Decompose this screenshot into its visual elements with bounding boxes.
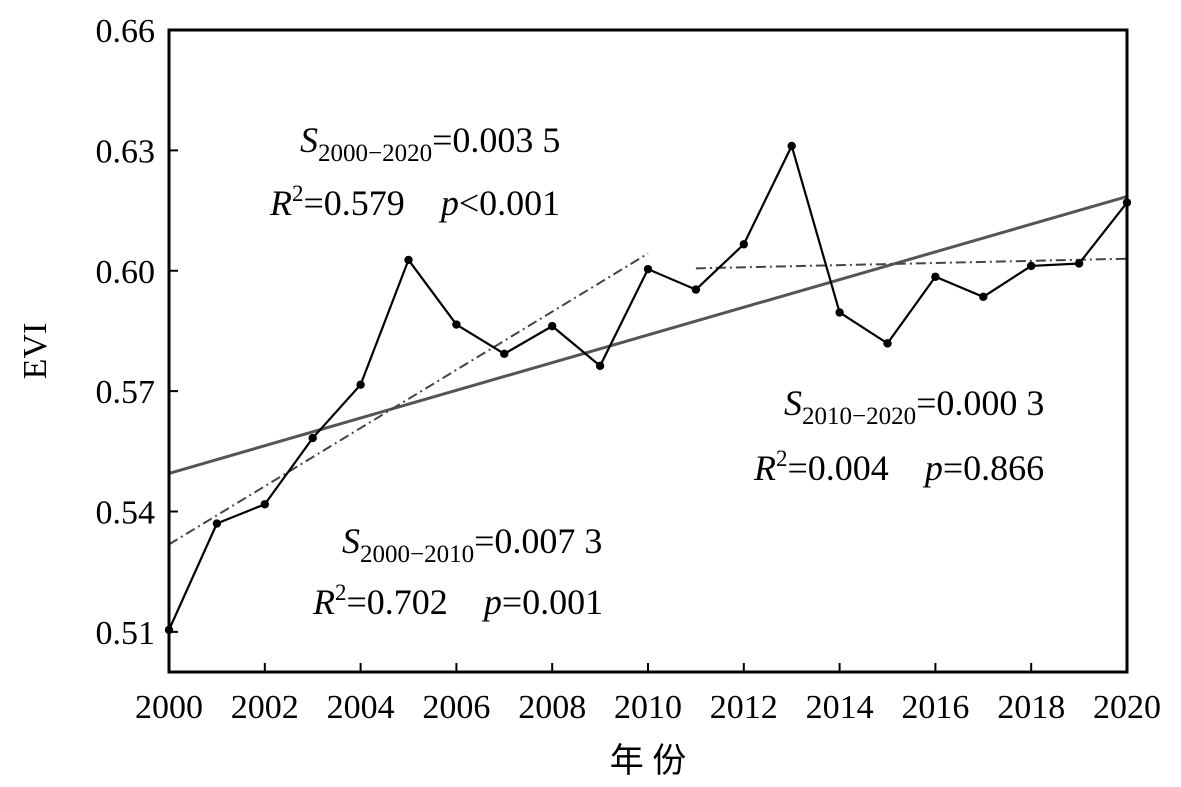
x-tick-label-2016: 2016 bbox=[901, 689, 969, 726]
annotation-slope-2: S2010−2020=0.000 3 bbox=[784, 383, 1044, 430]
y-axis-title: EVI bbox=[17, 323, 54, 380]
x-tick-label-2010: 2010 bbox=[614, 689, 682, 726]
data-point-2019 bbox=[1074, 259, 1084, 268]
data-series bbox=[164, 141, 1132, 635]
data-point-2011 bbox=[691, 285, 701, 294]
y-tick-label-0.66: 0.66 bbox=[96, 13, 156, 50]
annotation-slope-3: S2000−2010=0.007 3 bbox=[342, 521, 602, 568]
annotation-stats-2: R2=0.004 p=0.866 bbox=[753, 446, 1044, 488]
x-tick-label-2014: 2014 bbox=[806, 689, 874, 726]
trend-line-3 bbox=[695, 257, 1128, 270]
data-point-2002 bbox=[260, 500, 269, 509]
x-tick-label-2002: 2002 bbox=[231, 689, 299, 726]
trend-line-1 bbox=[168, 195, 1128, 475]
data-point-2010 bbox=[643, 264, 653, 274]
data-point-2018 bbox=[1027, 261, 1036, 271]
x-tick-label-2004: 2004 bbox=[327, 689, 395, 726]
y-axis-ticks: 0.51 0.54 0.57 0.60 0.63 0.66 bbox=[96, 13, 178, 652]
x-tick-label-2008: 2008 bbox=[518, 689, 586, 726]
annotations: S2000−2020=0.003 5 R2=0.579 p<0.001 S2010−2… bbox=[269, 120, 1044, 622]
data-point-2013 bbox=[787, 141, 796, 151]
y-tick-label-0.54: 0.54 bbox=[96, 495, 156, 532]
x-tick-label-2012: 2012 bbox=[710, 689, 778, 726]
data-point-2007 bbox=[500, 349, 509, 359]
x-tick-label-2020: 2020 bbox=[1093, 689, 1161, 726]
x-axis-ticks: 2000 2002 2004 2006 2008 2010 2012 2014 2016 2018… bbox=[135, 663, 1161, 726]
y-tick-label-0.57: 0.57 bbox=[96, 374, 156, 411]
data-point-2015 bbox=[883, 339, 892, 348]
x-tick-label-2006: 2006 bbox=[422, 689, 490, 726]
data-point-2005 bbox=[404, 255, 413, 265]
annotation-stats-1: R2=0.579 p<0.001 bbox=[269, 181, 560, 223]
x-axis-title: 年 份 bbox=[610, 742, 687, 780]
data-point-2008 bbox=[548, 321, 557, 331]
data-point-2012 bbox=[739, 240, 748, 249]
data-point-2004 bbox=[356, 380, 365, 389]
trend-line-2 bbox=[168, 252, 649, 546]
data-point-2017 bbox=[979, 292, 988, 302]
data-point-2009 bbox=[595, 361, 605, 371]
annotation-stats-3: R2=0.702 p=0.001 bbox=[312, 580, 603, 622]
data-point-2014 bbox=[835, 308, 844, 317]
y-tick-label-0.51: 0.51 bbox=[96, 615, 156, 652]
data-point-2001 bbox=[212, 519, 222, 528]
data-point-2003 bbox=[308, 433, 317, 443]
y-tick-label-0.60: 0.60 bbox=[96, 254, 156, 291]
x-tick-label-2000: 2000 bbox=[135, 689, 203, 726]
x-tick-label-2018: 2018 bbox=[997, 689, 1065, 726]
data-point-2016 bbox=[931, 272, 940, 281]
trend-lines bbox=[168, 195, 1128, 546]
data-point-2006 bbox=[452, 320, 461, 329]
annotation-slope-1: S2000−2020=0.003 5 bbox=[300, 120, 560, 167]
y-tick-label-0.63: 0.63 bbox=[96, 133, 156, 170]
